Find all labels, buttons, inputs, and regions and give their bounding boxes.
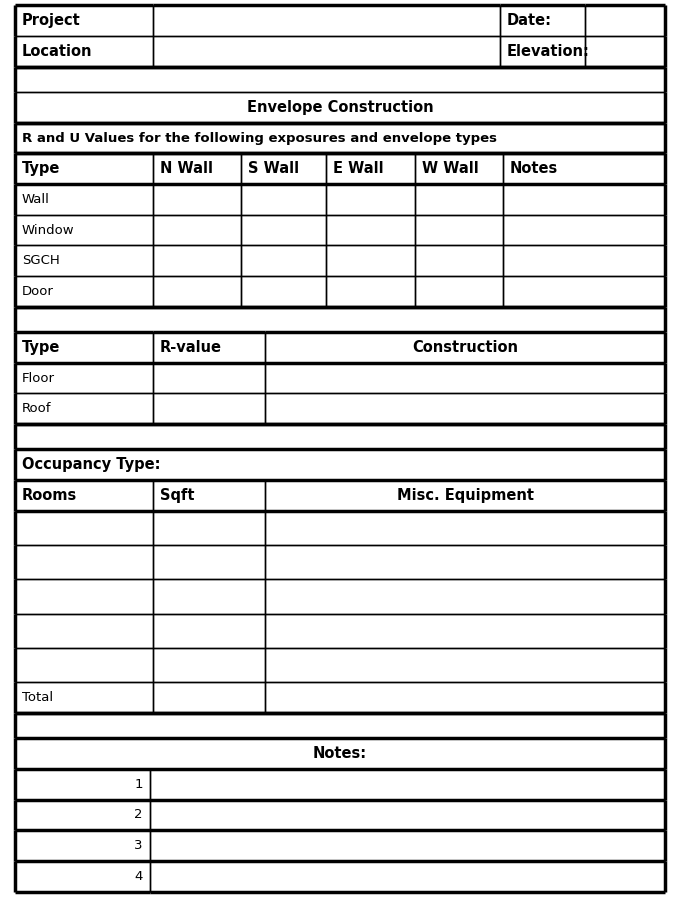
Text: Location: Location [22, 44, 92, 59]
Text: Floor: Floor [22, 371, 55, 385]
Text: Misc. Equipment: Misc. Equipment [396, 488, 534, 503]
Text: Occupancy Type:: Occupancy Type: [22, 457, 160, 472]
Text: 4: 4 [135, 870, 143, 883]
Text: 3: 3 [134, 839, 143, 852]
Text: R and U Values for the following exposures and envelope types: R and U Values for the following exposur… [22, 132, 497, 144]
Text: Wall: Wall [22, 193, 50, 206]
Text: Construction: Construction [412, 340, 518, 355]
Text: Type: Type [22, 161, 60, 176]
Text: Notes: Notes [510, 161, 558, 176]
Text: N Wall: N Wall [160, 161, 213, 176]
Text: Door: Door [22, 285, 54, 298]
Text: Sqft: Sqft [160, 488, 194, 503]
Text: W Wall: W Wall [422, 161, 478, 176]
Text: Rooms: Rooms [22, 488, 77, 503]
Text: Total: Total [22, 691, 53, 704]
Text: Notes:: Notes: [313, 746, 367, 761]
Text: Type: Type [22, 340, 60, 355]
Text: Project: Project [22, 13, 80, 28]
Text: Elevation:: Elevation: [507, 44, 590, 59]
Text: 1: 1 [134, 778, 143, 791]
Text: S Wall: S Wall [248, 161, 299, 176]
Text: SGCH: SGCH [22, 254, 60, 267]
Text: Envelope Construction: Envelope Construction [247, 100, 433, 115]
Text: Window: Window [22, 223, 74, 237]
Text: E Wall: E Wall [333, 161, 384, 176]
Text: R-value: R-value [160, 340, 222, 355]
Text: Roof: Roof [22, 402, 51, 415]
Text: 2: 2 [134, 808, 143, 822]
Text: Date:: Date: [507, 13, 551, 28]
